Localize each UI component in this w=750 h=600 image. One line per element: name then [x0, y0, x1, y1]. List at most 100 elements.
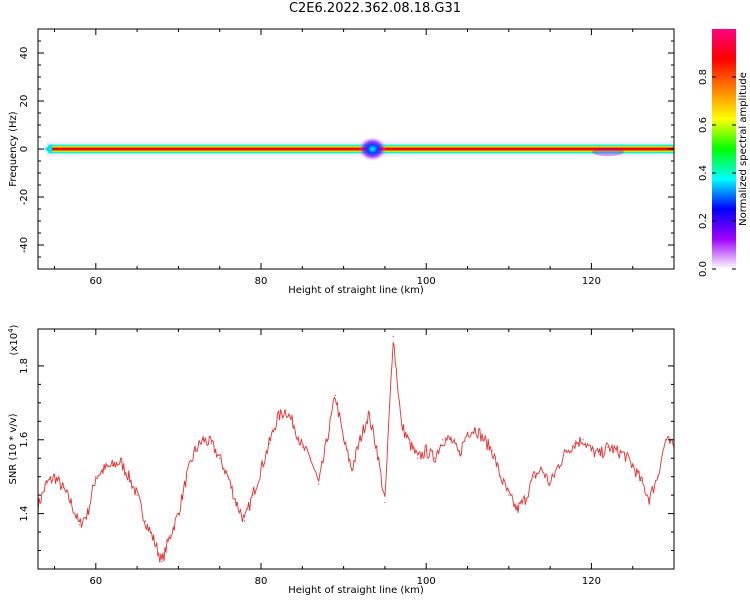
snr-data-point: [615, 450, 617, 452]
snr-ytick-label: 1.8: [19, 358, 30, 374]
colorbar-tick-label: 0.4: [698, 165, 709, 181]
spectrogram-plot-area: [44, 137, 674, 161]
snr-data-point: [508, 494, 510, 496]
snr-xlabel: Height of straight line (km): [288, 585, 424, 596]
spectrogram-panel: 60 80 100 120 -40 -20 0 20 40 Height of straight…: [8, 28, 675, 296]
colorbar-tick-label: 0.2: [698, 213, 709, 229]
snr-data-point: [86, 513, 89, 515]
snr-data-point: [483, 439, 485, 441]
snr-data-point: [136, 494, 138, 496]
snr-data-point: [343, 439, 345, 441]
snr-data-point: [475, 428, 477, 430]
snr-data-point: [235, 501, 237, 504]
colorbar: 0.0 0.2 0.4 0.6 0.8 Normalized spectral ampl…: [698, 29, 749, 277]
spectrogram-band-start: [44, 144, 53, 154]
snr-panel: 60 80 100 120 1.4 1.6 1.8 Height of straight l…: [7, 324, 675, 596]
spectrogram-ticks: 60 80 100 120 -40 -20 0 20 40: [19, 29, 675, 287]
snr-data-point: [499, 476, 502, 478]
snr-data-point: [351, 468, 353, 470]
snr-data-point: [632, 465, 634, 467]
snr-data-point: [243, 520, 246, 522]
spectrogram-xtick-label: 100: [417, 276, 436, 287]
snr-data-point: [194, 450, 196, 452]
colorbar-tick-label: 0.0: [698, 261, 709, 277]
snr-data-point: [640, 479, 642, 481]
snr-data-point: [450, 439, 452, 441]
spectrogram-ytick-label: -40: [19, 237, 30, 253]
snr-data-point: [177, 513, 180, 515]
snr-ytick-label: 1.4: [19, 506, 30, 522]
spectrogram-ytick-label: 40: [19, 47, 30, 60]
spectrogram-xlabel: Height of straight line (km): [288, 285, 424, 296]
snr-data-point: [53, 476, 56, 478]
colorbar-tick-label: 0.6: [698, 117, 709, 133]
snr-data-point: [417, 457, 419, 459]
spectrogram-xtick-label: 80: [255, 276, 268, 287]
snr-data-point: [62, 487, 64, 489]
spectrogram-xtick-label: 120: [582, 276, 601, 287]
snr-data-point: [210, 442, 213, 445]
snr-xtick-label: 80: [255, 576, 268, 587]
snr-data-point: [590, 450, 593, 452]
snr-data-point: [665, 439, 667, 441]
snr-data-point: [442, 439, 444, 441]
snr-data-point: [532, 476, 535, 478]
snr-data-point: [78, 524, 80, 526]
snr-data-point: [153, 538, 155, 541]
snr-data-point: [95, 476, 97, 478]
snr-data-point: [70, 501, 72, 504]
snr-data-point: [252, 494, 254, 496]
snr-data-point: [318, 483, 320, 485]
snr-ticks: 60 80 100 120 1.4 1.6 1.8: [19, 329, 675, 587]
snr-data-point: [656, 476, 659, 478]
spectrogram-peak-blob: [358, 137, 387, 161]
snr-data-point: [285, 409, 287, 411]
spectrogram-ylabel: Frequency (Hz): [8, 111, 19, 187]
snr-data-point: [607, 446, 609, 448]
snr-data-point: [367, 413, 369, 415]
snr-data-point: [376, 446, 378, 448]
snr-ytick-label: 1.6: [19, 432, 30, 448]
snr-data-point: [549, 483, 551, 485]
snr-data-point: [384, 501, 386, 504]
colorbar-label: Normalized spectral amplitude: [738, 72, 749, 226]
colorbar-tick-label: 0.8: [698, 69, 709, 85]
snr-data-point: [425, 450, 427, 452]
snr-data-point: [566, 450, 568, 452]
snr-series-line: [37, 342, 675, 563]
snr-data-point: [276, 417, 279, 419]
snr-data-point: [574, 442, 576, 445]
snr-data-point: [128, 476, 130, 478]
snr-data-point: [186, 476, 188, 478]
snr-data-point: [541, 468, 543, 470]
snr-data-point: [260, 468, 262, 470]
colorbar-scale: [712, 29, 736, 269]
snr-data-point: [334, 394, 336, 397]
snr-data-point: [466, 431, 469, 433]
snr-data-point: [227, 476, 229, 478]
snr-data-point: [144, 520, 146, 522]
spectrogram-lower-smear: [591, 148, 624, 156]
snr-data-point: [219, 457, 221, 459]
snr-data-point: [599, 453, 601, 456]
snr-frame: [37, 328, 675, 570]
colorbar-ticks: 0.0 0.2 0.4 0.6 0.8: [698, 69, 736, 277]
spectrogram-ytick-label: 20: [19, 95, 30, 108]
snr-data-point: [268, 442, 270, 445]
snr-data-point: [111, 465, 113, 467]
snr-data-point: [202, 439, 204, 441]
snr-data-point: [119, 461, 122, 463]
spectrogram-ytick-label: 0: [19, 146, 30, 152]
snr-data-point: [623, 453, 626, 456]
snr-data-point: [524, 498, 526, 500]
snr-xtick-label: 100: [417, 576, 436, 587]
snr-data-point: [45, 483, 47, 485]
snr-data-point: [326, 439, 328, 441]
snr-data-point: [409, 442, 411, 445]
spectrogram-ytick-label: -20: [19, 189, 30, 205]
snr-multiplier-label: (x104): [7, 324, 20, 355]
snr-xtick-label: 120: [582, 576, 601, 587]
snr-data-point: [491, 450, 493, 452]
snr-xtick-label: 60: [89, 576, 102, 587]
